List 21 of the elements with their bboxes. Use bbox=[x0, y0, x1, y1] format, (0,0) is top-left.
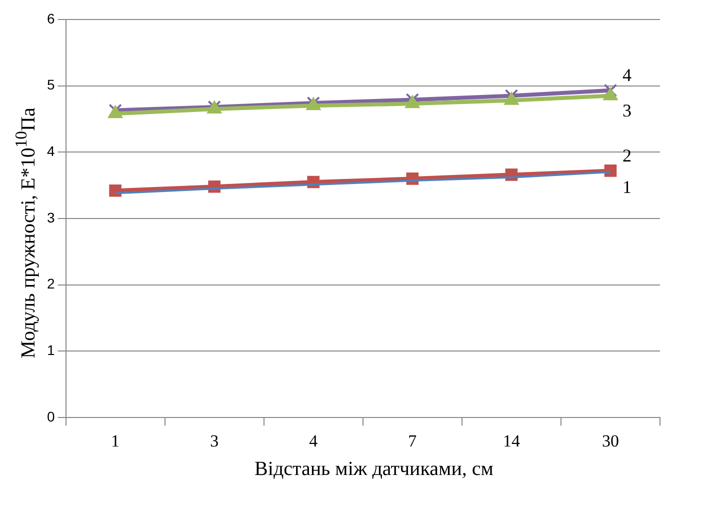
point bbox=[604, 84, 618, 98]
series-label: 3 bbox=[622, 100, 632, 120]
x-tick-label: 14 bbox=[502, 431, 520, 450]
x-tick-label: 30 bbox=[602, 431, 619, 450]
series-label: 1 bbox=[622, 176, 632, 197]
point bbox=[109, 184, 122, 197]
y-tick-label: 0 bbox=[46, 408, 55, 424]
y-tick-label: 4 bbox=[46, 142, 55, 159]
x-tick-label: 1 bbox=[111, 431, 120, 450]
y-tick-label: 5 bbox=[46, 76, 55, 93]
y-tick-label: 3 bbox=[46, 209, 55, 226]
y-tick-label: 1 bbox=[46, 342, 55, 358]
series-label: 2 bbox=[622, 145, 632, 166]
x-tick-label: 4 bbox=[309, 431, 318, 450]
x-axis-title: Відстань між датчиками, см bbox=[254, 458, 494, 481]
x-tick-label: 7 bbox=[408, 431, 418, 450]
y-tick-label: 2 bbox=[46, 276, 55, 292]
y-tick-label: 6 bbox=[46, 10, 55, 26]
series-label: 4 bbox=[622, 65, 632, 86]
x-tick-label: 3 bbox=[210, 431, 219, 450]
point bbox=[604, 164, 617, 177]
